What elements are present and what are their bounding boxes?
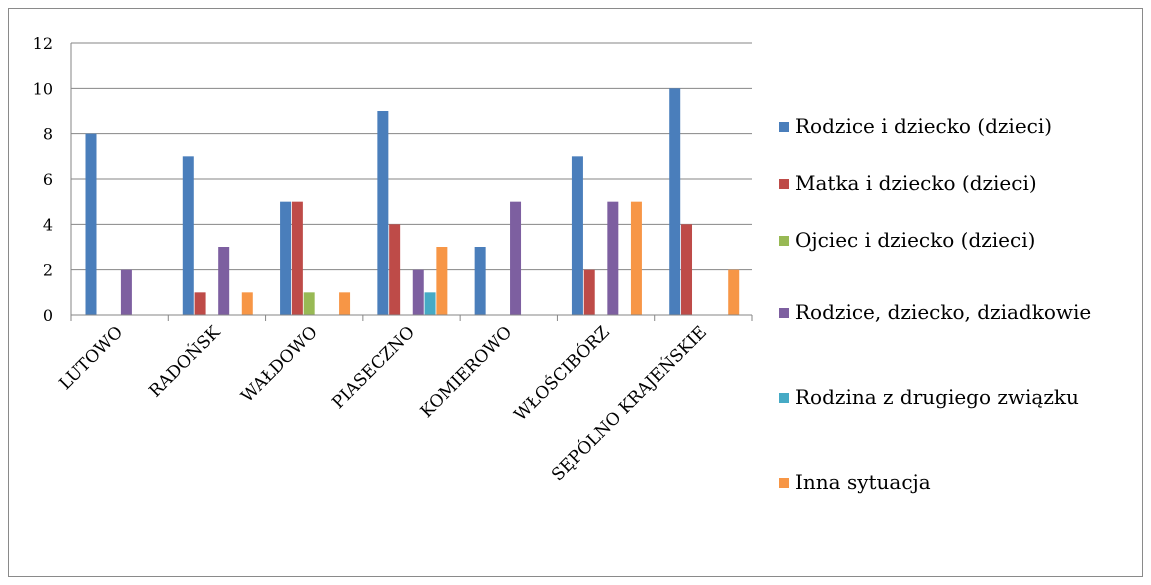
x-tick-label: KOMIEROWO (417, 322, 517, 422)
bar (377, 111, 389, 315)
bar (607, 201, 619, 315)
x-tick-label: RADOŃSK (145, 321, 225, 401)
bars (85, 88, 740, 315)
legend-swatch (779, 236, 789, 246)
bar (389, 224, 401, 315)
y-tick-label: 8 (43, 125, 53, 144)
x-tick-label: PIASECZNO (328, 322, 419, 413)
x-tick-label: LUTOWO (55, 322, 127, 394)
legend-swatch (779, 122, 789, 132)
legend-swatch (779, 179, 789, 189)
y-tick-label: 0 (43, 306, 53, 325)
x-tick-label: SĘPÓLNO KRAJEŃSKIE (547, 322, 711, 486)
bar (436, 247, 448, 315)
legend-label: Rodzice i dziecko (dzieci) (795, 114, 1053, 138)
bar (280, 201, 292, 315)
bar (120, 269, 132, 315)
bar (681, 224, 693, 315)
bar (194, 292, 206, 315)
legend-label: Rodzice, dziecko, dziadkowie (795, 300, 1092, 324)
bar (669, 88, 681, 315)
legend-label: Ojciec i dziecko (dzieci) (795, 228, 1036, 252)
bar (474, 247, 486, 315)
chart-frame: 0 2 4 6 8 10 12 LUTOWO RADOŃSK WAŁDOWO PIASECZNO K… (8, 8, 1143, 577)
y-tick-label: 12 (33, 34, 53, 53)
bar (630, 201, 642, 315)
x-tick-label: WŁOŚCIBÓRZ (510, 322, 614, 426)
y-tick-label: 6 (43, 170, 53, 189)
legend-label: Rodzina z drugiego związku (795, 385, 1079, 409)
bar (583, 269, 595, 315)
y-tick-label: 4 (43, 215, 53, 234)
bar (291, 201, 303, 315)
legend-swatch (779, 308, 789, 318)
bar (339, 292, 351, 315)
legend-label: Inna sytuacja (795, 470, 931, 494)
y-tick-label: 10 (33, 79, 53, 98)
bar (510, 201, 522, 315)
bar (241, 292, 253, 315)
bar (412, 269, 424, 315)
gridlines (71, 42, 752, 271)
bar (571, 156, 583, 315)
legend-label: Matka i dziecko (dzieci) (795, 171, 1037, 195)
chart-plot: 0 2 4 6 8 10 12 LUTOWO RADOŃSK WAŁDOWO PIASECZNOK… (33, 34, 753, 485)
bar (303, 292, 315, 315)
legend-swatch (779, 393, 789, 403)
legend-swatch (779, 478, 789, 488)
y-tick-labels: 0 2 4 6 8 10 12 (33, 34, 53, 325)
y-tick-label: 2 (43, 261, 53, 280)
bar (218, 247, 230, 315)
x-tick-labels: LUTOWO RADOŃSK WAŁDOWO PIASECZNOKOMIEROWOWŁ… (55, 321, 710, 485)
bar (728, 269, 740, 315)
x-tick-label: WAŁDOWO (237, 322, 321, 406)
bar (424, 292, 436, 315)
bar (182, 156, 194, 315)
axes (70, 43, 753, 321)
bar (85, 133, 97, 315)
